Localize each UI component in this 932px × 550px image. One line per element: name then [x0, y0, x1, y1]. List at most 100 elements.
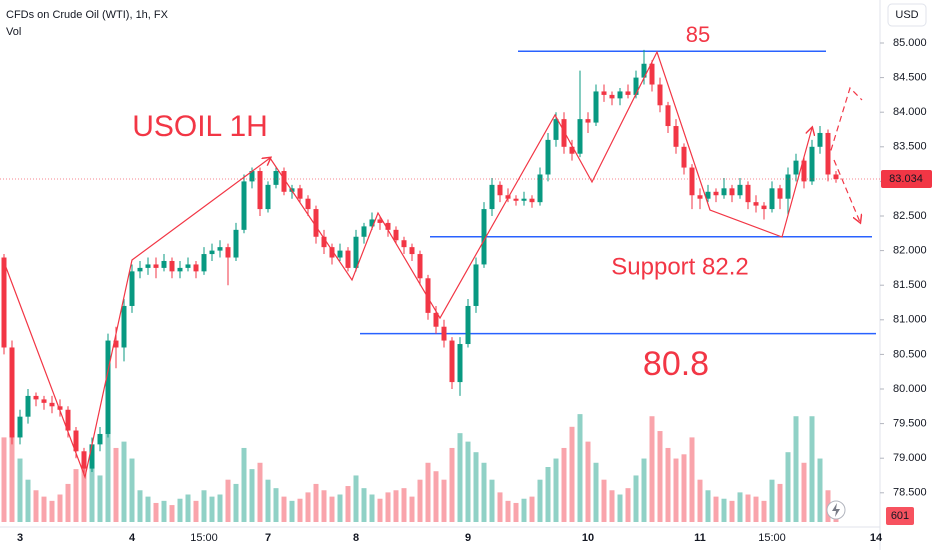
volume-bar — [817, 458, 823, 522]
volume-bar — [265, 479, 271, 522]
volume-bar — [273, 488, 279, 522]
x-tick-label: 11 — [694, 532, 706, 544]
candle-body — [497, 184, 503, 196]
volume-bar — [33, 490, 39, 522]
volume-bar — [641, 458, 647, 522]
candle-body — [177, 267, 183, 272]
candle-body — [129, 271, 135, 306]
candle-body — [273, 171, 279, 185]
candle-body — [385, 222, 391, 230]
y-tick-label: 81.500 — [893, 279, 927, 291]
candle-body — [225, 247, 231, 258]
volume-bar — [377, 498, 383, 522]
candle-body — [745, 184, 751, 203]
volume-bar — [129, 458, 135, 522]
candle-body — [529, 198, 535, 203]
candle-body — [345, 250, 351, 268]
candle-body — [473, 264, 479, 306]
candle-body — [833, 174, 839, 180]
candle-body — [609, 94, 615, 99]
volume-bar — [281, 496, 287, 522]
volume-bar — [657, 431, 663, 522]
candle-body — [145, 264, 151, 268]
currency-label[interactable]: USD — [895, 9, 918, 21]
candle-body — [249, 171, 255, 182]
candle-body — [377, 219, 383, 223]
candle-body — [9, 347, 15, 438]
volume-bar — [689, 437, 695, 522]
volume-bar — [313, 483, 319, 522]
x-tick-label: 7 — [265, 532, 271, 544]
volume-bar — [305, 492, 311, 522]
volume-bar — [433, 471, 439, 522]
volume-bar — [241, 447, 247, 522]
candle-body — [689, 167, 695, 196]
projection-drawing — [827, 86, 863, 161]
volume-bar — [401, 488, 407, 522]
candle-body — [265, 184, 271, 210]
volume-bar — [585, 441, 591, 522]
volume-bar — [777, 483, 783, 522]
volume-bar — [481, 462, 487, 522]
candle-body — [721, 188, 727, 196]
candle-body — [17, 416, 23, 438]
volume-bar — [553, 458, 559, 522]
candle-body — [193, 264, 199, 272]
candle-body — [673, 126, 679, 147]
y-tick-label: 82.500 — [893, 210, 927, 222]
y-tick-label: 84.000 — [893, 106, 927, 118]
candle-body — [657, 84, 663, 106]
candle-body — [217, 247, 223, 251]
volume-bar — [225, 479, 231, 522]
candle-body — [1, 257, 7, 348]
indicator-label: Vol — [6, 26, 21, 38]
y-tick-label: 85.000 — [893, 37, 927, 49]
symbol-title: CFDs on Crude Oil (WTI), 1h, FX — [6, 9, 169, 21]
candle-body — [393, 229, 399, 241]
volume-bar — [185, 494, 191, 522]
candle-body — [705, 191, 711, 199]
volume-bar — [425, 462, 431, 522]
candle-body — [25, 395, 31, 417]
candle-body — [73, 430, 79, 452]
volume-bar — [321, 490, 327, 522]
candle-body — [585, 119, 591, 123]
candle-body — [449, 340, 455, 383]
volume-bar — [601, 479, 607, 522]
volume-bar — [761, 500, 767, 522]
candle-body — [769, 188, 775, 210]
volume-bar — [97, 475, 103, 522]
plot: 78.500 79.000 79.500 80.000 80.500 81.000 81.5… — [0, 37, 932, 544]
last-price-label: 83.034 — [889, 173, 923, 185]
candle-body — [825, 132, 831, 175]
candle-body — [185, 264, 191, 268]
currency-button[interactable] — [887, 3, 927, 27]
candle-body — [537, 174, 543, 203]
candle-body — [49, 402, 55, 407]
volume-bar — [369, 494, 375, 522]
candle-body — [201, 254, 207, 272]
volume-bar — [1, 437, 7, 522]
candle-body — [89, 444, 95, 469]
candle-body — [641, 63, 647, 78]
candle-body — [305, 198, 311, 210]
x-tick-label: 10 — [582, 532, 594, 544]
candle-body — [521, 198, 527, 201]
y-tick-label: 80.500 — [893, 348, 927, 360]
volume-bar — [161, 500, 167, 522]
candle-body — [41, 399, 47, 403]
candle-body — [489, 184, 495, 210]
volume-bar — [393, 490, 399, 522]
candle-body — [353, 236, 359, 268]
volume-bar — [65, 483, 71, 522]
candle-body — [481, 209, 487, 265]
volume-bar — [145, 496, 151, 522]
candle-body — [625, 91, 631, 95]
volume-bar — [457, 433, 463, 522]
wave-drawing — [3, 158, 270, 480]
candle-body — [161, 260, 167, 268]
volume-bar — [785, 452, 791, 522]
candle-body — [697, 195, 703, 199]
candle-body — [785, 174, 791, 199]
